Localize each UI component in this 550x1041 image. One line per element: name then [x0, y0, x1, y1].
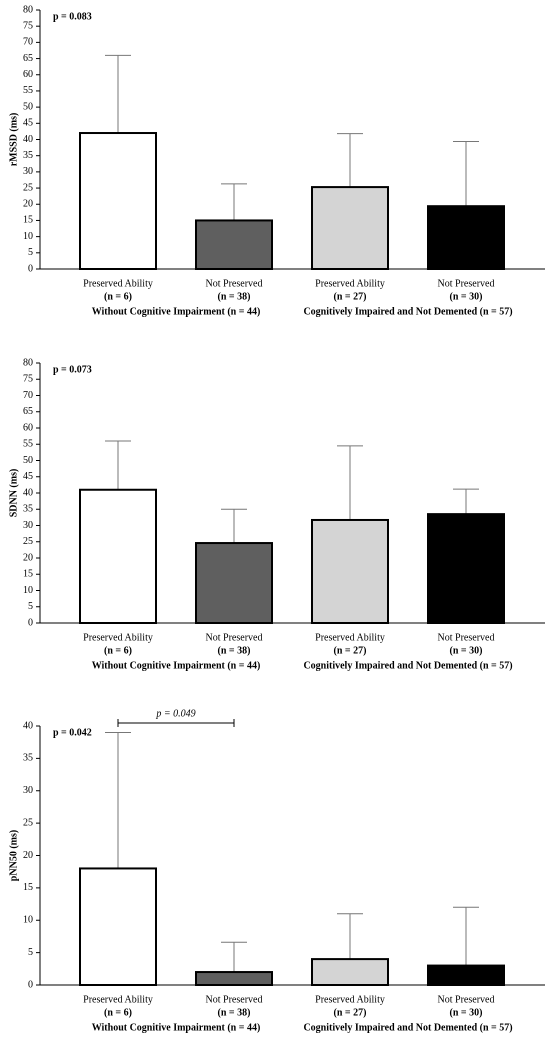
x-tick-label: Not Preserved	[438, 994, 495, 1005]
x-tick-label: Not Preserved	[206, 632, 263, 643]
group-label: Cognitively Impaired and Not Demented (n…	[303, 660, 512, 671]
y-tick-label: 45	[23, 471, 33, 482]
y-tick-label: 10	[23, 585, 33, 596]
x-tick-sublabel: (n = 6)	[104, 291, 132, 302]
x-tick-label: Not Preserved	[438, 632, 495, 643]
bar	[195, 219, 273, 270]
y-tick-label: 55	[23, 85, 33, 96]
x-tick-sublabel: (n = 27)	[334, 1007, 367, 1018]
y-tick-label: 80	[23, 357, 33, 368]
x-tick-label: Not Preserved	[438, 278, 495, 289]
bar	[79, 488, 157, 624]
y-tick-label: 30	[23, 166, 33, 177]
y-tick-label: 10	[23, 231, 33, 242]
x-tick-sublabel: (n = 30)	[450, 291, 483, 302]
group-label: Without Cognitive Impairment (n = 44)	[92, 306, 261, 317]
annotation: p = 0.073	[53, 364, 92, 375]
x-tick-sublabel: (n = 38)	[218, 291, 251, 302]
y-tick-label: 70	[23, 390, 33, 401]
y-tick-label: 35	[23, 753, 33, 764]
x-tick-sublabel: (n = 27)	[334, 291, 367, 302]
y-tick-label: 30	[23, 520, 33, 531]
y-tick-label: 5	[28, 247, 33, 258]
y-tick-label: 5	[28, 947, 33, 958]
group-label: Cognitively Impaired and Not Demented (n…	[303, 1022, 512, 1033]
y-tick-label: 65	[23, 406, 33, 417]
y-tick-label: 35	[23, 504, 33, 515]
y-tick-label: 15	[23, 882, 33, 893]
y-tick-label: 70	[23, 37, 33, 48]
y-tick-label: 0	[28, 617, 33, 628]
y-axis-label: pNN50 (ms)	[8, 830, 19, 881]
annotation: p = 0.042	[53, 727, 92, 738]
y-tick-label: 80	[23, 4, 33, 15]
bar	[427, 964, 505, 987]
bar	[195, 971, 273, 986]
x-tick-sublabel: (n = 27)	[334, 645, 367, 656]
bar	[427, 205, 505, 271]
x-tick-sublabel: (n = 6)	[104, 645, 132, 656]
y-tick-label: 60	[23, 422, 33, 433]
y-tick-label: 15	[23, 215, 33, 226]
x-tick-label: Not Preserved	[206, 278, 263, 289]
y-tick-label: 15	[23, 569, 33, 580]
y-tick-label: 0	[28, 979, 33, 990]
group-label: Without Cognitive Impairment (n = 44)	[92, 660, 261, 671]
y-tick-label: 35	[23, 150, 33, 161]
y-tick-label: 40	[23, 487, 33, 498]
y-tick-label: 30	[23, 785, 33, 796]
y-tick-label: 40	[23, 720, 33, 731]
x-tick-sublabel: (n = 38)	[218, 1007, 251, 1018]
y-tick-label: 45	[23, 118, 33, 129]
x-tick-label: Preserved Ability	[315, 994, 385, 1005]
annotation: p = 0.083	[53, 11, 92, 22]
y-tick-label: 0	[28, 263, 33, 274]
x-tick-label: Preserved Ability	[315, 632, 385, 643]
x-tick-label: Preserved Ability	[83, 278, 153, 289]
bar	[79, 867, 157, 987]
x-tick-label: Preserved Ability	[83, 632, 153, 643]
y-tick-label: 25	[23, 817, 33, 828]
y-tick-label: 60	[23, 69, 33, 80]
y-tick-label: 40	[23, 134, 33, 145]
x-tick-label: Not Preserved	[206, 994, 263, 1005]
y-tick-label: 10	[23, 915, 33, 926]
y-tick-label: 20	[23, 850, 33, 861]
bar	[311, 186, 389, 270]
x-tick-label: Preserved Ability	[83, 994, 153, 1005]
y-axis-label: SDNN (ms)	[8, 469, 19, 518]
y-tick-label: 5	[28, 601, 33, 612]
bar	[311, 958, 389, 986]
y-tick-label: 25	[23, 536, 33, 547]
bar	[195, 542, 273, 624]
comparison-label: p = 0.049	[155, 708, 195, 719]
y-tick-label: 50	[23, 101, 33, 112]
bar	[79, 132, 157, 270]
x-tick-sublabel: (n = 38)	[218, 645, 251, 656]
y-tick-label: 75	[23, 374, 33, 385]
y-tick-label: 65	[23, 53, 33, 64]
x-tick-sublabel: (n = 30)	[450, 1007, 483, 1018]
x-tick-sublabel: (n = 30)	[450, 645, 483, 656]
y-tick-label: 25	[23, 182, 33, 193]
y-tick-label: 55	[23, 439, 33, 450]
y-axis-label: rMSSD (ms)	[8, 113, 19, 167]
bar	[311, 518, 389, 624]
y-tick-label: 20	[23, 199, 33, 210]
x-tick-label: Preserved Ability	[315, 278, 385, 289]
bar	[427, 513, 505, 624]
group-label: Without Cognitive Impairment (n = 44)	[92, 1022, 261, 1033]
x-tick-sublabel: (n = 6)	[104, 1007, 132, 1018]
y-tick-label: 75	[23, 20, 33, 31]
group-label: Cognitively Impaired and Not Demented (n…	[303, 306, 512, 317]
y-tick-label: 20	[23, 552, 33, 563]
y-tick-label: 50	[23, 455, 33, 466]
